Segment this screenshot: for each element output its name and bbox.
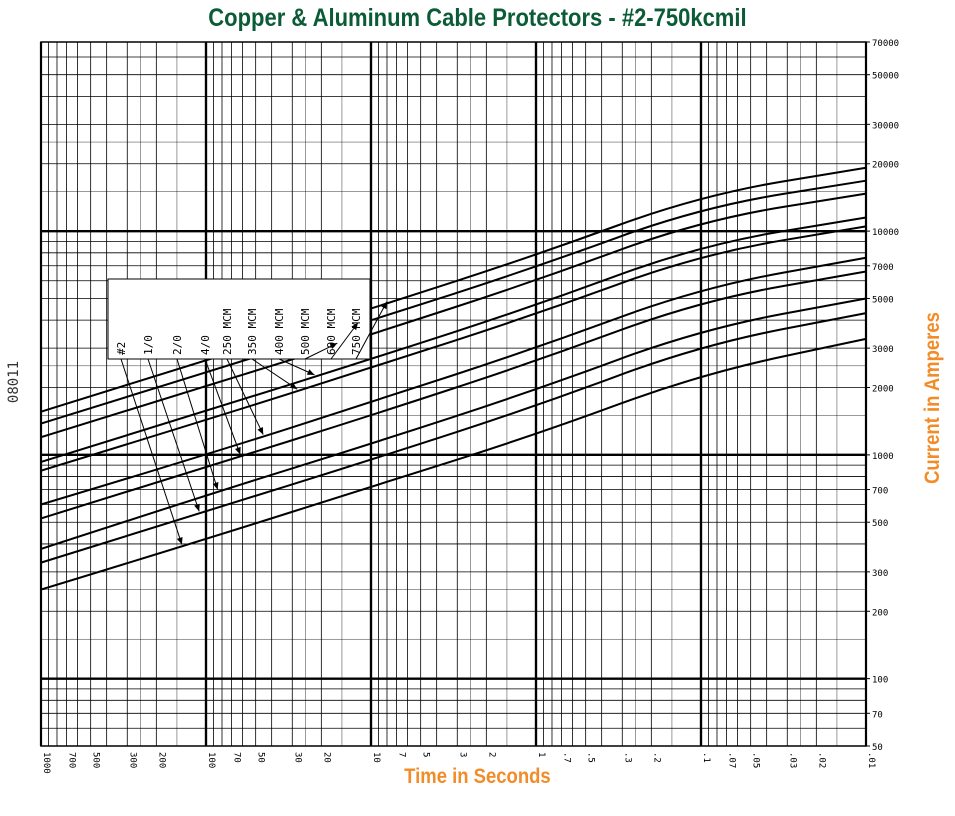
x-tick-label: 3 — [457, 752, 467, 757]
legend-label: 750 MCM — [350, 308, 363, 355]
legend-label: 400 MCM — [273, 308, 286, 355]
y-tick-label: 1000 — [872, 452, 894, 462]
y-tick-label: 2000 — [872, 385, 894, 395]
y-tick-label: 70 — [872, 710, 883, 720]
series-line-600-mcm — [40, 179, 867, 425]
series-line-500-mcm — [40, 192, 867, 439]
legend-leader-line — [226, 358, 264, 435]
y-tick-label: 50 — [872, 743, 883, 753]
x-tick-label: .05 — [751, 752, 761, 768]
legend-leader-line — [355, 301, 388, 360]
x-tick-label: 10 — [371, 752, 381, 763]
y-tick-label: 50000 — [872, 72, 899, 82]
x-tick-label: 7 — [397, 752, 407, 757]
x-tick-label: .03 — [787, 752, 797, 768]
legend-leader-line — [330, 322, 359, 360]
legend-label: 4/0 — [199, 335, 212, 355]
x-tick-label: 20 — [321, 752, 331, 763]
legend-leader-line — [147, 358, 200, 512]
legend-box — [107, 278, 371, 360]
legend-label: 250 MCM — [221, 308, 234, 355]
y-tick-label: 30000 — [872, 121, 899, 131]
legend-arrowhead — [351, 322, 358, 331]
legend-label: 1/0 — [142, 335, 155, 355]
x-tick-label: .2 — [651, 752, 661, 763]
y-tick-label: 10000 — [872, 228, 899, 238]
x-tick-label: .3 — [622, 752, 632, 763]
legend-label: 2/0 — [171, 335, 184, 355]
legend-leader-line — [204, 358, 241, 455]
y-tick-label: 7000 — [872, 263, 894, 273]
plot-frame — [40, 41, 867, 747]
legend-arrowhead — [306, 369, 315, 375]
x-tick-label: 5 — [421, 752, 431, 757]
x-tick-label: 1 — [536, 752, 546, 757]
legend-arrowhead — [235, 446, 241, 455]
x-tick-label: 2 — [486, 752, 496, 757]
x-tick-label: 500 — [91, 752, 101, 768]
x-tick-label: 700 — [67, 752, 77, 768]
legend-arrowhead — [257, 426, 264, 435]
legend-label: 600 MCM — [325, 308, 338, 355]
series-line-4-0 — [40, 270, 867, 520]
legend-arrowhead — [212, 482, 219, 490]
series-line--2 — [40, 337, 867, 591]
y-tick-label: 500 — [872, 519, 888, 529]
legend-label: 500 MCM — [299, 308, 312, 355]
legend-leader-line — [176, 358, 219, 490]
x-tick-label: 30 — [292, 752, 302, 763]
x-tick-label: 1000 — [41, 752, 51, 774]
legend-arrowhead — [289, 382, 298, 390]
y-tick-label: 3000 — [872, 345, 894, 355]
x-tick-label: .7 — [562, 752, 572, 763]
series-line-350-mcm — [40, 225, 867, 472]
y-tick-label: 20000 — [872, 161, 899, 171]
x-tick-label: .1 — [701, 752, 711, 763]
x-tick-label: .5 — [586, 752, 596, 763]
legend-arrowhead — [381, 301, 387, 310]
legend-arrowhead — [329, 343, 338, 349]
x-tick-label: 300 — [127, 752, 137, 768]
x-tick-label: 50 — [256, 752, 266, 763]
series-line-250-mcm — [40, 256, 867, 506]
series-line-2-0 — [40, 297, 867, 550]
x-tick-label: .01 — [866, 752, 876, 768]
x-tick-label: .02 — [816, 752, 826, 768]
x-tick-label: 70 — [232, 752, 242, 763]
y-tick-label: 70000 — [872, 39, 899, 49]
y-tick-label: 100 — [872, 676, 888, 686]
legend-arrowhead — [194, 503, 200, 512]
legend-arrowhead — [176, 536, 183, 545]
x-axis-label: Time in Seconds — [404, 765, 551, 788]
legend-label: 350 MCM — [246, 308, 259, 355]
y-axis-label: Current in Amperes — [921, 312, 944, 484]
legend-label: #2 — [115, 342, 128, 355]
chart-title: Copper & Aluminum Cable Protectors - #2-… — [208, 4, 747, 32]
series-line-1-0 — [40, 312, 867, 564]
y-tick-label: 300 — [872, 569, 888, 579]
series-line-400-mcm — [40, 216, 867, 463]
x-tick-label: 200 — [156, 752, 166, 768]
y-tick-label: 700 — [872, 487, 888, 497]
y-tick-label: 200 — [872, 608, 888, 618]
y-tick-label: 5000 — [872, 295, 894, 305]
legend-leader-line — [251, 358, 298, 390]
x-tick-label: .07 — [727, 752, 737, 768]
x-tick-label: 100 — [206, 752, 216, 768]
legend-leader-line — [120, 358, 183, 545]
